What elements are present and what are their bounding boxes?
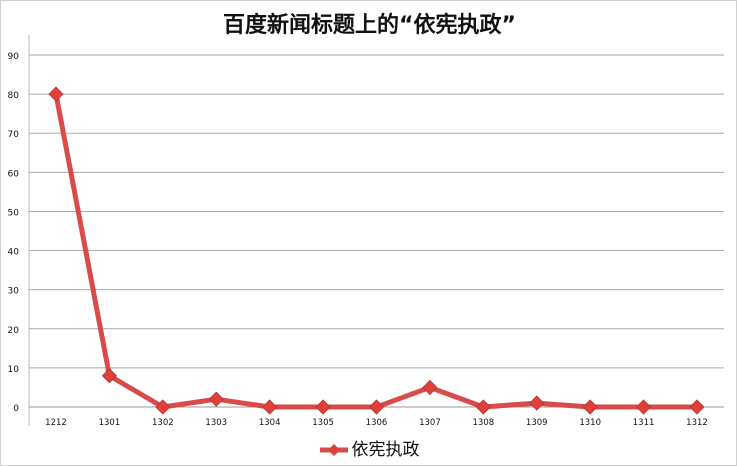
x-tick-label: 1301 [99, 418, 121, 428]
x-tick-label: 1305 [312, 418, 334, 428]
data-point [689, 399, 705, 415]
data-point [636, 399, 652, 415]
data-point [155, 399, 171, 415]
x-tick-label: 1309 [526, 418, 548, 428]
y-tick-label: 90 [8, 52, 20, 62]
y-tick-label: 80 [8, 91, 20, 101]
x-tick-label: 1311 [633, 418, 655, 428]
y-tick-label: 0 [13, 404, 19, 414]
y-tick-label: 10 [8, 365, 20, 375]
x-tick-label: 1212 [45, 418, 67, 428]
data-point [422, 379, 438, 396]
legend: 依宪执政 [1, 435, 736, 460]
y-tick-label: 30 [8, 287, 20, 297]
data-point [475, 399, 491, 415]
legend-label: 依宪执政 [351, 440, 420, 460]
data-point [529, 395, 545, 411]
data-point [368, 399, 385, 415]
legend-marker [319, 444, 348, 456]
chart-title: 百度新闻标题上的“依宪执政” [223, 13, 516, 38]
data-point [582, 399, 598, 415]
y-tick-label: 60 [8, 169, 20, 179]
y-tick-label: 20 [8, 326, 20, 336]
x-tick-label: 1306 [366, 418, 388, 428]
data-point [208, 391, 224, 407]
x-tick-label: 1303 [205, 418, 227, 428]
data-point [48, 86, 64, 102]
data-point [262, 399, 278, 415]
y-tick-label: 40 [8, 248, 20, 258]
data-point [315, 399, 331, 415]
data-point [101, 368, 117, 384]
x-tick-label: 1310 [579, 418, 601, 428]
x-tick-label: 1304 [259, 418, 281, 428]
y-tick-label: 70 [8, 130, 20, 140]
x-tick-label: 1312 [686, 418, 708, 428]
x-tick-label: 1302 [152, 418, 174, 428]
x-tick-label: 1308 [473, 418, 495, 428]
x-tick-label: 1307 [419, 418, 441, 428]
y-tick-label: 50 [8, 208, 20, 218]
